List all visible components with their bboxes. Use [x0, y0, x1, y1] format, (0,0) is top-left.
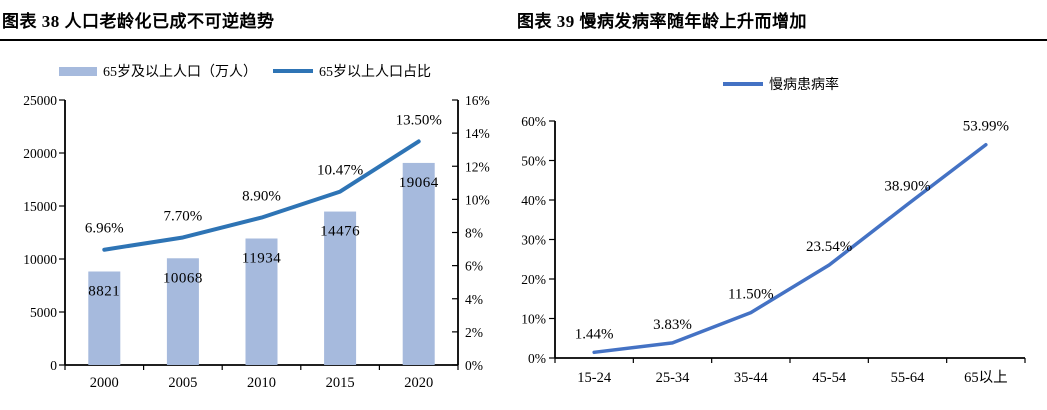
- svg-text:4%: 4%: [465, 292, 483, 307]
- svg-text:40%: 40%: [521, 193, 546, 208]
- svg-text:15-24: 15-24: [577, 370, 612, 386]
- y-axis: 60% 50% 40% 30% 20% 10% 0%: [521, 114, 555, 366]
- svg-text:8.90%: 8.90%: [242, 189, 281, 205]
- legend-chronic-disease: 慢病患病率: [515, 74, 1047, 94]
- svg-text:35-44: 35-44: [734, 370, 769, 386]
- svg-text:15000: 15000: [23, 199, 57, 214]
- svg-text:55-64: 55-64: [891, 370, 926, 386]
- x-axis-ticks: [64, 365, 459, 370]
- svg-text:2%: 2%: [465, 325, 483, 340]
- svg-text:53.99%: 53.99%: [963, 119, 1009, 135]
- bar-2015: [324, 211, 357, 365]
- svg-text:0%: 0%: [465, 358, 483, 373]
- chronic-disease-chart: 60% 50% 40% 30% 20% 10% 0% 1.44% 3.83% 11.50% 23.5…: [521, 114, 1026, 386]
- bar-2005: [166, 258, 199, 365]
- y-axis-left: 25000 20000 15000 10000 5000 0: [23, 93, 65, 373]
- aging-population-chart: 25000 20000 15000 10000 5000 0 16% 14% 12% 10% 8% 6…: [23, 93, 490, 391]
- svg-text:3.83%: 3.83%: [653, 317, 692, 333]
- line-series: [592, 142, 988, 355]
- legend-label-population-bars: 65岁及以上人口（万人）: [103, 65, 257, 80]
- legend-label-population-share-line: 65岁以上人口占比: [319, 65, 431, 80]
- svg-text:2000: 2000: [90, 375, 119, 391]
- svg-text:20000: 20000: [23, 146, 57, 161]
- bar-2010: [245, 238, 278, 365]
- svg-text:10.47%: 10.47%: [317, 163, 363, 179]
- line-series-swatch: [273, 69, 313, 73]
- svg-text:20%: 20%: [521, 272, 546, 287]
- svg-text:25-34: 25-34: [656, 370, 691, 386]
- x-axis-labels: 15-24 25-34 35-44 45-54 55-64 65以上: [577, 369, 1007, 386]
- svg-text:14476: 14476: [320, 224, 360, 240]
- svg-text:0: 0: [50, 358, 57, 373]
- y-axis-right: 16% 14% 12% 10% 8% 6% 4% 2% 0%: [452, 93, 490, 373]
- figure-39-caption: 图表 39 慢病发病率随年龄上升而增加: [517, 12, 807, 31]
- bar-series: [88, 162, 435, 365]
- svg-text:38.90%: 38.90%: [884, 178, 930, 194]
- svg-text:2015: 2015: [326, 375, 355, 391]
- bar-series-swatch: [59, 66, 97, 76]
- svg-text:19064: 19064: [399, 175, 439, 191]
- svg-text:0%: 0%: [528, 351, 546, 366]
- svg-text:8821: 8821: [88, 283, 120, 299]
- svg-text:12%: 12%: [465, 159, 490, 174]
- svg-text:8%: 8%: [465, 226, 483, 241]
- svg-text:30%: 30%: [521, 233, 546, 248]
- svg-text:23.54%: 23.54%: [806, 239, 852, 255]
- figure-38-caption: 图表 38 人口老龄化已成不可逆趋势: [2, 12, 275, 31]
- axis-lines: [554, 121, 1025, 359]
- svg-text:2020: 2020: [404, 375, 433, 391]
- svg-text:25000: 25000: [23, 93, 57, 108]
- bar-2000: [88, 271, 121, 365]
- legend-item-chronic-disease-line: 慢病患病率: [723, 74, 839, 94]
- svg-text:11934: 11934: [242, 250, 281, 266]
- svg-text:6%: 6%: [465, 259, 483, 274]
- line-series: [102, 139, 421, 252]
- svg-text:2005: 2005: [168, 375, 197, 391]
- line-series-swatch: [723, 82, 763, 86]
- chart-chronic-disease-panel: 慢病患病率 60% 50% 40% 30% 20% 10% 0% 1.44% 3.83% 11.5…: [515, 55, 1047, 407]
- svg-text:45-54: 45-54: [812, 370, 847, 386]
- svg-text:2010: 2010: [247, 375, 276, 391]
- svg-text:10%: 10%: [465, 192, 490, 207]
- bar-data-labels: 8821 10068 11934 14476 19064: [88, 175, 438, 300]
- svg-text:7.70%: 7.70%: [164, 208, 203, 224]
- svg-text:14%: 14%: [465, 126, 490, 141]
- bar-2020: [402, 162, 435, 365]
- svg-text:16%: 16%: [465, 93, 490, 108]
- svg-text:11.50%: 11.50%: [728, 287, 774, 303]
- legend-label-chronic-disease-line: 慢病患病率: [769, 78, 839, 93]
- svg-text:13.50%: 13.50%: [396, 112, 442, 128]
- legend-aging-population: 65岁及以上人口（万人） 65岁以上人口占比: [0, 61, 490, 81]
- line-data-labels: 1.44% 3.83% 11.50% 23.54% 38.90% 53.99%: [575, 119, 1009, 343]
- svg-text:6.96%: 6.96%: [85, 221, 124, 237]
- line-data-labels: 6.96% 7.70% 8.90% 10.47% 13.50%: [85, 112, 442, 236]
- svg-text:10068: 10068: [163, 270, 203, 286]
- caption-underline: [0, 39, 1047, 41]
- svg-text:10000: 10000: [23, 252, 57, 267]
- x-axis-labels: 2000 2005 2010 2015 2020: [90, 375, 433, 391]
- svg-text:60%: 60%: [521, 114, 546, 129]
- svg-text:5000: 5000: [30, 305, 57, 320]
- legend-item-population-bars: 65岁及以上人口（万人）: [59, 61, 257, 81]
- svg-text:50%: 50%: [521, 154, 546, 169]
- svg-text:1.44%: 1.44%: [575, 326, 614, 342]
- chart-aging-population-panel: 65岁及以上人口（万人） 65岁以上人口占比 25000 20000 15000 10…: [0, 55, 490, 407]
- legend-item-population-share-line: 65岁以上人口占比: [273, 61, 431, 81]
- x-axis-ticks: [554, 358, 1026, 363]
- svg-text:10%: 10%: [521, 312, 546, 327]
- svg-text:65以上: 65以上: [964, 369, 1008, 386]
